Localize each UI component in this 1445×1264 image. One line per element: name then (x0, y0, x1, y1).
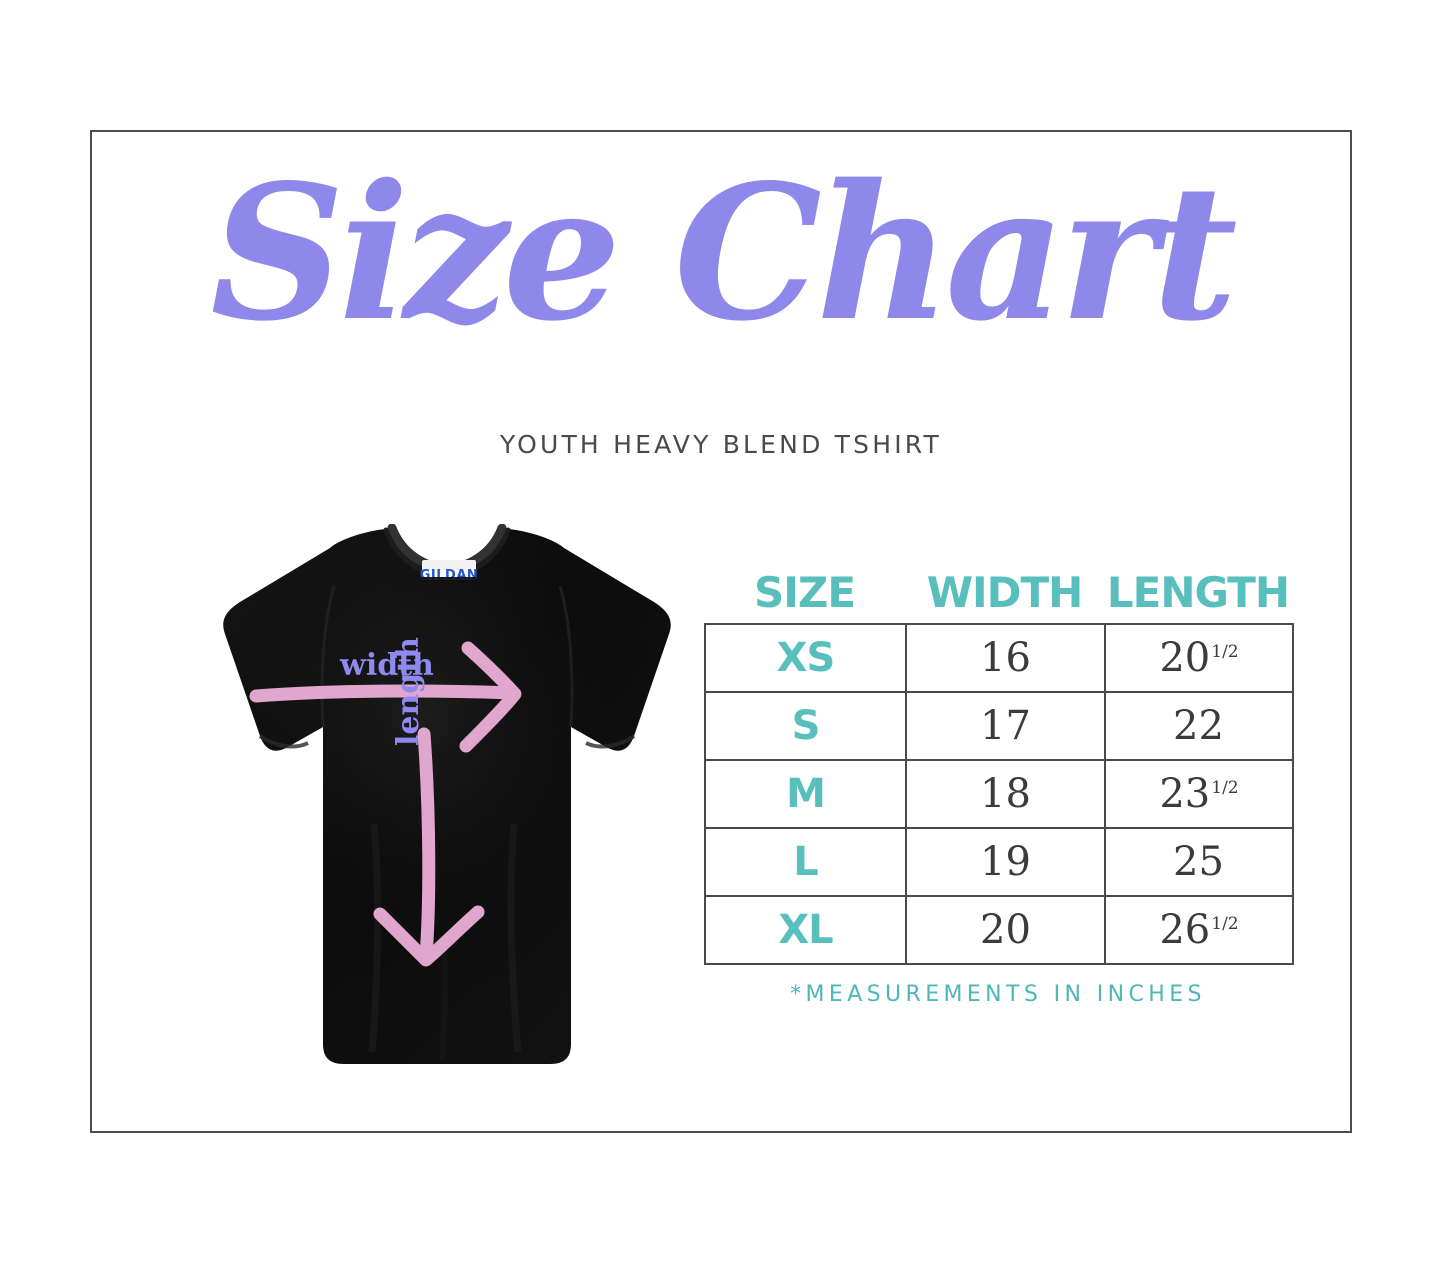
gildan-neck-label: GILDAN (420, 560, 478, 583)
cell-length: 201/2 (1104, 623, 1294, 693)
table-row: L 19 25 (704, 827, 1294, 897)
width-arrow-icon (249, 641, 522, 753)
width-annotation-label: width (340, 648, 434, 683)
tshirt-illustration: GILDAN width length (134, 524, 694, 1114)
size-table: XS 16 201/2 S 17 22 M 18 231/2 (704, 623, 1294, 965)
length-fraction: 1/2 (1211, 777, 1239, 798)
column-header-width: WIDTH (926, 568, 1084, 617)
cell-width: 20 (905, 895, 1106, 965)
table-row: S 17 22 (704, 691, 1294, 761)
cell-size: XS (704, 623, 907, 693)
length-whole: 20 (1159, 635, 1211, 681)
table-row: XS 16 201/2 (704, 623, 1294, 693)
cell-size: XL (704, 895, 907, 965)
column-header-size: SIZE (753, 568, 856, 617)
page-title: Size Chart (210, 143, 1237, 362)
product-subtitle: YOUTH HEAVY BLEND TSHIRT (499, 430, 943, 459)
measurement-units-note: *MEASUREMENTS IN INCHES (790, 982, 1206, 1007)
column-header-length: LENGTH (1106, 568, 1290, 617)
cell-width: 16 (905, 623, 1106, 693)
table-header-row: SIZE WIDTH LENGTH (704, 572, 1292, 623)
tshirt-body (223, 524, 671, 1064)
length-whole: 23 (1159, 771, 1211, 817)
cell-size: S (704, 691, 907, 761)
length-whole: 22 (1173, 703, 1224, 749)
cell-size: L (704, 827, 907, 897)
cell-width: 17 (905, 691, 1106, 761)
cell-size: M (704, 759, 907, 829)
cell-length: 231/2 (1104, 759, 1294, 829)
length-whole: 25 (1173, 839, 1224, 885)
table-row: XL 20 261/2 (704, 895, 1294, 965)
length-whole: 26 (1159, 907, 1211, 953)
cell-length: 25 (1104, 827, 1294, 897)
cell-width: 18 (905, 759, 1106, 829)
cell-length: 261/2 (1104, 895, 1294, 965)
cell-width: 19 (905, 827, 1106, 897)
cell-length: 22 (1104, 691, 1294, 761)
length-annotation-label: length (391, 637, 426, 746)
length-arrow-icon (373, 727, 485, 967)
length-fraction: 1/2 (1211, 913, 1239, 934)
table-row: M 18 231/2 (704, 759, 1294, 829)
length-fraction: 1/2 (1211, 641, 1239, 662)
size-table-block: SIZE WIDTH LENGTH XS 16 201/2 S 17 (704, 572, 1304, 1007)
chart-frame-border: Size Chart YOUTH HEAVY BLEND TSHIRT (90, 130, 1352, 1133)
